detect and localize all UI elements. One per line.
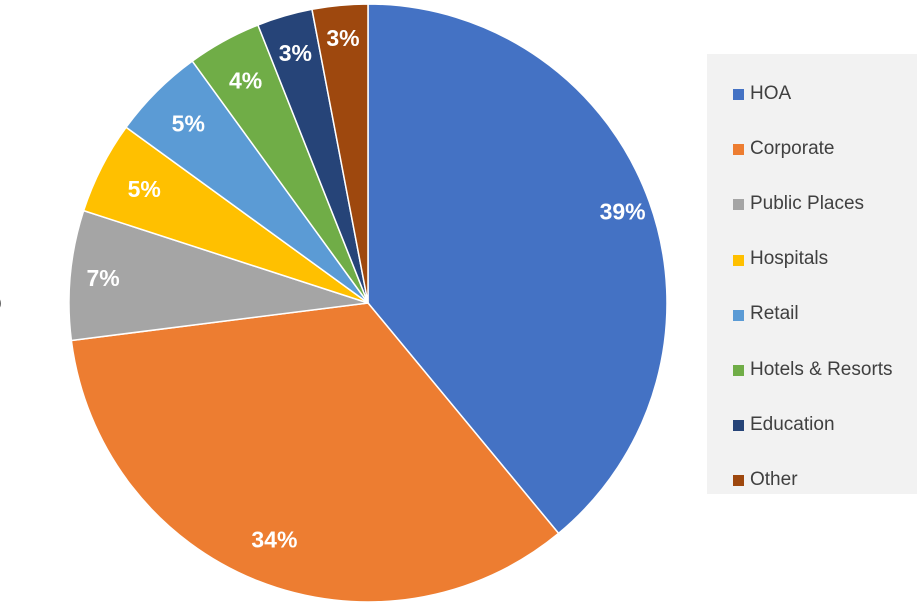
- legend-item-corporate: Corporate: [733, 122, 917, 177]
- legend-label: Retail: [750, 303, 799, 325]
- legend-swatch: [733, 365, 744, 377]
- legend-item-hospitals: Hospitals: [733, 233, 917, 288]
- legend-label: Corporate: [750, 137, 835, 159]
- pie-slice-corporate: [70, 302, 560, 603]
- legend-swatch: [733, 420, 744, 432]
- chart-legend: HOA Corporate Public Places Hospitals Retail…: [707, 54, 917, 494]
- legend-label: Hospitals: [750, 248, 829, 270]
- legend-label: Public Places: [750, 192, 865, 214]
- data-label-hoa: 39%: [600, 198, 646, 224]
- legend-swatch: [733, 254, 744, 266]
- legend-swatch: [733, 309, 744, 321]
- data-label-corporate: 34%: [251, 526, 297, 552]
- legend-label: Hotels & Resorts: [750, 358, 893, 380]
- pie-slices: [68, 3, 668, 603]
- legend-swatch: [733, 144, 744, 156]
- data-label-hospitals: 5%: [128, 176, 161, 202]
- legend-label: Education: [750, 413, 835, 435]
- pie-slice-other: [311, 3, 369, 304]
- legend-swatch: [733, 475, 744, 487]
- pie-slice-public-places: [68, 209, 369, 342]
- legend-item-education: Education: [733, 398, 917, 453]
- data-label-public-places: 7%: [86, 265, 119, 291]
- legend-item-hoa: HOA: [733, 67, 917, 122]
- pie-slice-hoa: [367, 3, 668, 535]
- legend-item-public-places: Public Places: [733, 177, 917, 232]
- legend-swatch: [733, 89, 744, 101]
- legend-label: HOA: [750, 82, 792, 104]
- data-label-other: 3%: [326, 25, 359, 51]
- clipped-edge-mark: ): [0, 294, 2, 310]
- data-label-retail: 5%: [172, 110, 205, 136]
- legend-item-other: Other: [733, 453, 917, 508]
- pie-data-labels: 39% 34% 7% 5% 5% 4% 3% 3%: [86, 25, 645, 552]
- legend-swatch: [733, 199, 744, 211]
- legend-item-retail: Retail: [733, 288, 917, 343]
- legend-item-hotels-and-resorts: Hotels & Resorts: [733, 343, 917, 398]
- legend-label: Other: [750, 468, 798, 490]
- data-label-hotels-and-resorts: 4%: [229, 67, 262, 93]
- data-label-education: 3%: [279, 40, 312, 66]
